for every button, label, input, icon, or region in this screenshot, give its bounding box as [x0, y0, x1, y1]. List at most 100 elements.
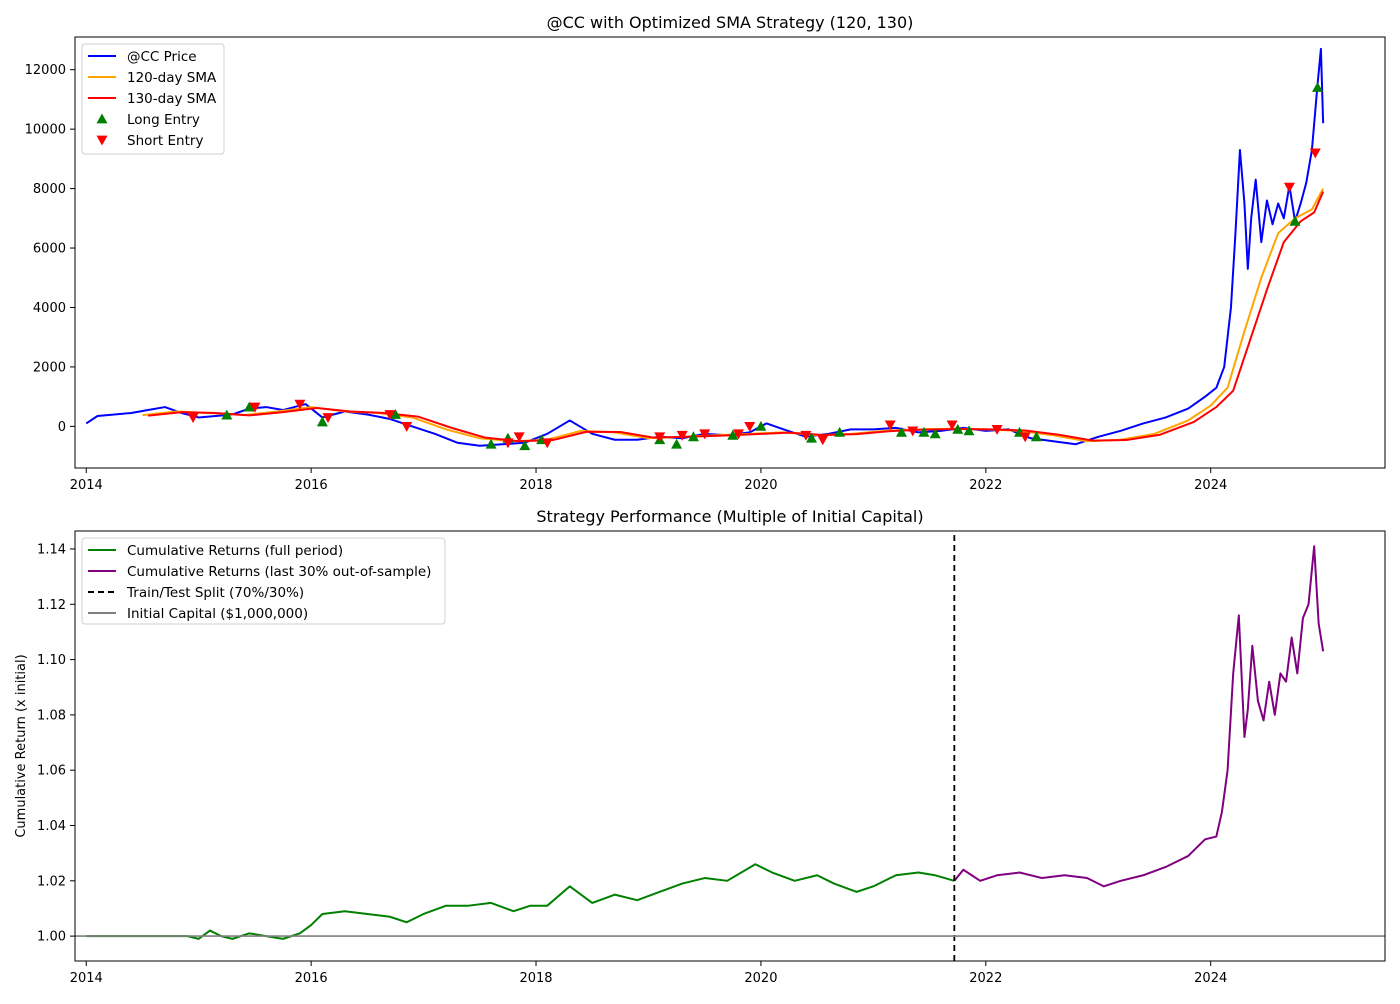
price-series-short-entry-marker	[513, 432, 525, 443]
performance-legend-label-cumulative-returns-last-30-out-of-sample: Cumulative Returns (last 30% out-of-samp…	[127, 564, 431, 580]
performance-y-tick-label: 1.14	[37, 542, 66, 557]
price-legend-swatch-short-entry	[96, 135, 108, 146]
price-series-short-entry-marker	[401, 421, 413, 432]
price-series-long-entry-marker	[519, 440, 531, 451]
performance-y-tick-label: 1.02	[37, 874, 66, 889]
price-series-long-entry-marker	[952, 423, 964, 434]
performance-chart-title: Strategy Performance (Multiple of Initia…	[536, 507, 923, 526]
performance-x-tick-label: 2020	[744, 971, 777, 986]
price-series-short-entry-marker	[907, 426, 919, 437]
price-series-long-entry-marker	[895, 426, 907, 437]
price-series-short-entry-marker	[884, 420, 896, 431]
price-legend-swatch-long-entry	[96, 113, 108, 124]
performance-chart-panel: Strategy Performance (Multiple of Initia…	[14, 507, 1386, 986]
price-x-tick-label: 2022	[969, 478, 1002, 493]
performance-x-tick-label: 2018	[519, 971, 552, 986]
price-legend-label-120-day-sma: 120-day SMA	[127, 70, 217, 86]
price-series-long-entry-marker	[1030, 431, 1042, 442]
performance-legend-label-train-test-split-70-30: Train/Test Split (70%/30%)	[126, 585, 304, 601]
performance-chart-frame	[74, 530, 1386, 962]
price-x-tick-label: 2024	[1194, 478, 1227, 493]
price-series-short-entry-marker	[699, 429, 711, 440]
price-series-short-entry-marker	[946, 420, 958, 431]
performance-legend-label-initial-capital-1-000-000: Initial Capital ($1,000,000)	[127, 606, 308, 622]
performance-y-tick-label: 1.06	[37, 764, 66, 779]
price-series-long-entry-marker	[1312, 82, 1324, 92]
price-legend-label-long-entry: Long Entry	[127, 112, 200, 128]
price-x-tick-label: 2016	[295, 478, 328, 493]
price-series-short-entry-marker	[817, 435, 829, 446]
price-series-short-entry-marker	[800, 430, 812, 441]
performance-chart-x-axis: 2014 2016 2018 2020 2022 2024	[70, 961, 1227, 986]
price-series-120-day-sma-line	[142, 188, 1325, 443]
price-series-short-entry-marker	[1019, 432, 1031, 443]
price-series-long-entry-marker	[755, 420, 767, 431]
price-series-short-entry-marker	[187, 413, 199, 423]
performance-y-tick-label: 1.08	[37, 708, 66, 723]
price-series-short-entry-marker	[732, 429, 744, 440]
price-legend-label-130-day-sma: 130-day SMA	[127, 91, 217, 107]
performance-x-tick-label: 2024	[1194, 971, 1227, 986]
price-series-short-entry-marker	[502, 438, 514, 449]
performance-y-tick-label: 1.04	[37, 819, 66, 834]
performance-series-cumulative-returns-last-30-out-of-sample-line	[953, 545, 1325, 888]
performance-x-tick-label: 2014	[70, 971, 103, 986]
price-y-tick-label: 12000	[25, 63, 66, 78]
performance-chart-y-axis-label: Cumulative Return (x initial)	[14, 654, 29, 837]
performance-legend-box	[81, 537, 446, 625]
performance-chart-legend: Cumulative Returns (full period) Cumulati…	[81, 537, 446, 625]
price-chart-panel: @CC with Optimized SMA Strategy (120, 13…	[25, 13, 1386, 493]
price-series-long-entry-marker	[963, 425, 975, 436]
price-series-long-entry-marker	[806, 432, 818, 443]
price-series-long-entry-marker	[389, 408, 401, 419]
performance-y-tick-label: 1.12	[37, 598, 66, 613]
price-series-long-entry-marker	[221, 409, 233, 420]
price-x-tick-label: 2014	[70, 478, 103, 493]
performance-x-tick-label: 2016	[295, 971, 328, 986]
performance-y-tick-label: 1.00	[37, 930, 66, 945]
price-series-short-entry-marker	[676, 430, 688, 441]
price-y-tick-label: 2000	[33, 360, 66, 375]
price-series-short-entry-marker	[249, 402, 261, 413]
price-series-long-entry-marker	[485, 438, 497, 449]
price-series-long-entry-marker	[687, 431, 699, 442]
price-x-tick-label: 2020	[744, 478, 777, 493]
price-series-long-entry-marker	[243, 401, 255, 412]
price-series-short-entry-marker	[744, 421, 756, 432]
performance-series-cumulative-returns-full-period-line	[86, 863, 955, 940]
price-chart-frame	[74, 36, 1386, 469]
price-chart-x-axis: 2014 2016 2018 2020 2022 2024	[70, 468, 1227, 493]
price-series-long-entry-marker	[918, 426, 930, 437]
price-legend-label-short-entry: Short Entry	[127, 133, 203, 149]
price-chart-legend: @CC Price 120-day SMA 130-day SMA Long Entr…	[81, 43, 225, 155]
price-series-short-entry-marker	[541, 438, 553, 449]
performance-y-tick-label: 1.10	[37, 653, 66, 668]
price-series-130-day-sma-line	[147, 191, 1325, 443]
price-series-short-entry-marker	[322, 413, 334, 423]
price-series-long-entry-marker	[929, 428, 941, 439]
performance-chart-y-axis: 1.00 1.02 1.04 1.06 1.08 1.10 1.12 1.14	[37, 542, 75, 945]
price-series-long-entry-marker	[1289, 215, 1301, 226]
price-series-long-entry-marker	[834, 426, 846, 437]
price-series-long-entry-marker	[316, 416, 328, 427]
price-series-short-entry-marker	[1309, 148, 1321, 159]
price-series-short-entry-marker	[654, 432, 666, 443]
price-y-tick-label: 0	[58, 420, 66, 435]
price-series-long-entry-marker	[671, 438, 683, 449]
price-y-tick-label: 4000	[33, 301, 66, 316]
price-y-tick-label: 8000	[33, 182, 66, 197]
performance-x-tick-label: 2022	[969, 971, 1002, 986]
price-series-short-entry-marker	[384, 410, 396, 420]
price-legend-box	[81, 43, 225, 155]
price-series-short-entry-marker	[991, 424, 1003, 435]
price-chart-plot-area	[85, 47, 1325, 451]
price-series-short-entry-marker	[1283, 182, 1295, 193]
price-x-tick-label: 2018	[519, 478, 552, 493]
price-y-tick-label: 6000	[33, 242, 66, 257]
performance-legend-label-cumulative-returns-full-period: Cumulative Returns (full period)	[127, 543, 343, 559]
performance-chart-plot-area	[75, 531, 1385, 961]
price-series-cc-price-line	[85, 47, 1325, 447]
price-series-long-entry-marker	[727, 429, 739, 440]
price-series-short-entry-marker	[294, 399, 306, 410]
